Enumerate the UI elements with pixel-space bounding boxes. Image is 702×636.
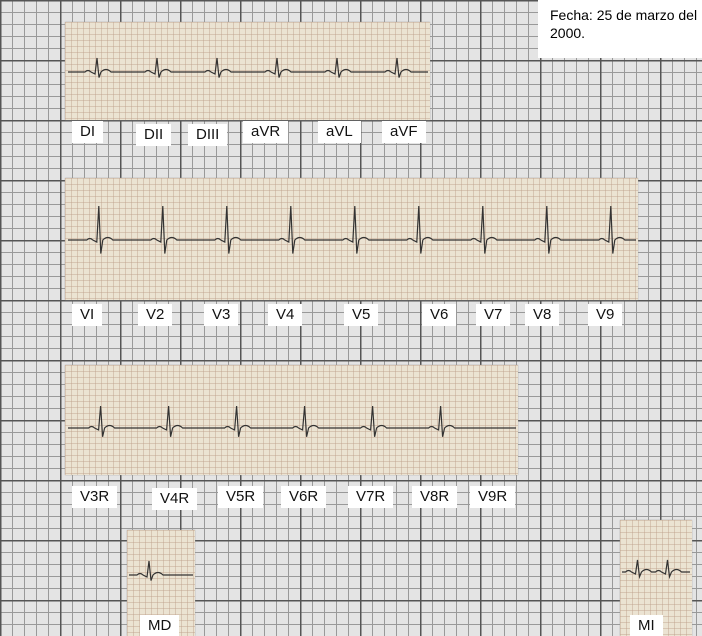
lead-label: aVF <box>382 121 426 143</box>
lead-label: DI <box>72 121 103 143</box>
lead-label: V6 <box>422 304 456 326</box>
lead-label: V4 <box>268 304 302 326</box>
lead-label: V5R <box>218 486 263 508</box>
ecg-trace <box>68 58 428 78</box>
lead-label: MI <box>630 615 663 636</box>
lead-label: V8 <box>525 304 559 326</box>
lead-label: MD <box>140 615 179 636</box>
lead-label: V5 <box>344 304 378 326</box>
lead-label: aVR <box>243 121 288 143</box>
date-note: Fecha: 25 de marzo del 2000. <box>538 0 702 58</box>
lead-label: V8R <box>412 486 457 508</box>
lead-label: V4R <box>152 488 197 510</box>
ecg-trace <box>68 206 636 254</box>
lead-label: DII <box>136 124 171 146</box>
lead-label: V7 <box>476 304 510 326</box>
lead-label: DIII <box>188 124 227 146</box>
lead-label: V2 <box>138 304 172 326</box>
lead-label: V3 <box>204 304 238 326</box>
lead-label: V9 <box>588 304 622 326</box>
lead-label: V3R <box>72 486 117 508</box>
ecg-trace <box>622 560 690 577</box>
lead-label: VI <box>72 304 102 326</box>
ecg-figure: Fecha: 25 de marzo del 2000. DI DII DIII… <box>0 0 702 636</box>
lead-label: V6R <box>281 486 326 508</box>
ecg-trace <box>68 406 516 437</box>
ecg-trace <box>129 561 193 581</box>
lead-label: V7R <box>348 486 393 508</box>
lead-label: V9R <box>470 486 515 508</box>
lead-label: aVL <box>318 121 361 143</box>
